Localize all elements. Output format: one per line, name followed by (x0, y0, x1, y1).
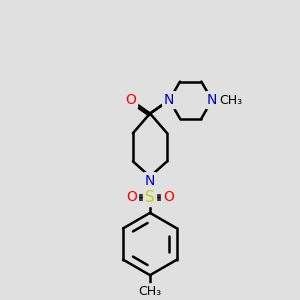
Text: N: N (164, 93, 175, 107)
Text: N: N (164, 93, 175, 107)
Text: CH₃: CH₃ (220, 94, 243, 106)
Text: O: O (126, 190, 137, 204)
Text: N: N (207, 93, 217, 107)
Text: N: N (145, 174, 155, 188)
Text: O: O (163, 190, 174, 204)
Text: CH₃: CH₃ (138, 285, 162, 298)
Text: O: O (125, 93, 136, 107)
Text: S: S (145, 190, 155, 205)
